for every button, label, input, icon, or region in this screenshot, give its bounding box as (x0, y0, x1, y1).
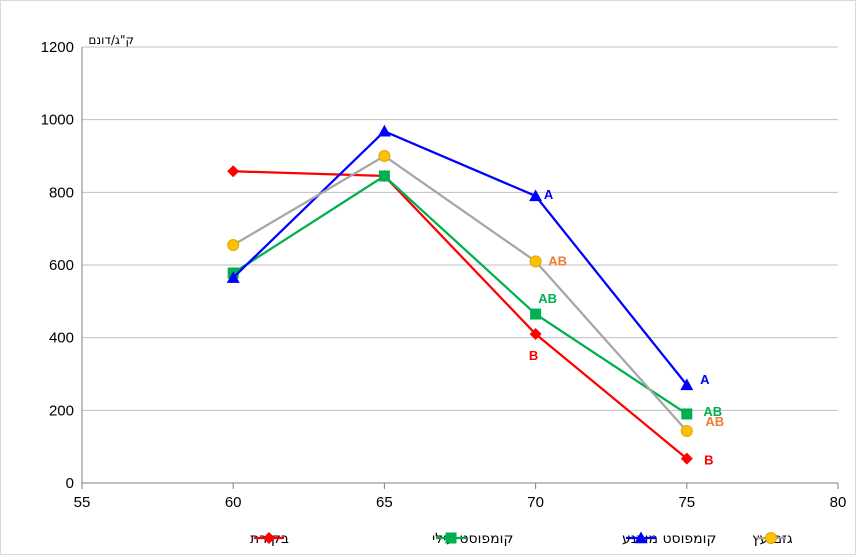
point-marker-square (681, 408, 693, 420)
x-tick-label: 65 (376, 494, 393, 511)
series-line (232, 129, 688, 386)
y-unit-label: ק"ג/דונם (88, 33, 134, 47)
point-marker-square (378, 170, 390, 182)
point-marker-circle (529, 255, 542, 268)
legend-item: קומפוסט עילי (432, 531, 513, 547)
series-line (233, 170, 688, 460)
point-marker-circle (227, 239, 240, 252)
series-triangle: AA (226, 124, 710, 391)
point-marker-diamond (529, 328, 542, 341)
x-tick-label: 60 (225, 494, 242, 511)
point-marker-triangle (634, 531, 648, 544)
series-line (232, 174, 688, 415)
point-marker-triangle (377, 124, 391, 137)
point-marker-diamond (227, 165, 240, 178)
data-label: AB (703, 404, 722, 419)
point-marker-square (530, 308, 542, 320)
data-label: A (544, 187, 554, 202)
axes: 0 200 400 600 800 1000 1200 55 60 65 70 75 80 (41, 39, 847, 511)
series-line (232, 154, 688, 432)
point-marker-circle (680, 425, 693, 438)
y-tick-label: 200 (49, 402, 74, 419)
legend-item: בקורת (250, 531, 289, 547)
x-tick-label: 80 (830, 494, 847, 511)
x-tick-label: 70 (527, 494, 544, 511)
grid (82, 46, 838, 411)
y-tick-label: 800 (49, 184, 74, 201)
x-tick-label: 55 (74, 494, 91, 511)
point-marker-diamond (680, 452, 693, 465)
point-marker-triangle (529, 189, 543, 202)
y-tick-label: 1000 (41, 112, 74, 129)
point-marker-triangle (226, 271, 240, 283)
data-label: B (529, 348, 538, 363)
legend-item: גזם עץ (752, 531, 793, 547)
data-label: A (700, 372, 710, 387)
data-label: AB (538, 291, 557, 306)
point-marker-square (445, 532, 457, 544)
data-label: AB (548, 253, 567, 268)
y-tick-label: 1200 (41, 39, 74, 56)
data-label: AB (705, 414, 724, 429)
point-marker-diamond (263, 532, 275, 544)
legend-item: קומפוסט מוצנע (622, 531, 716, 547)
x-tick-label: 75 (678, 494, 695, 511)
data-label: B (704, 453, 713, 468)
legend: בקורת קומפוסט עילי קומפוסט מוצנע גזם עץ (250, 531, 793, 547)
y-tick-label: 600 (49, 257, 74, 274)
point-marker-triangle (680, 378, 694, 391)
y-tick-label: 0 (66, 475, 74, 492)
point-marker-circle (378, 150, 391, 162)
point-marker-circle (765, 532, 777, 544)
y-tick-label: 400 (49, 330, 74, 347)
